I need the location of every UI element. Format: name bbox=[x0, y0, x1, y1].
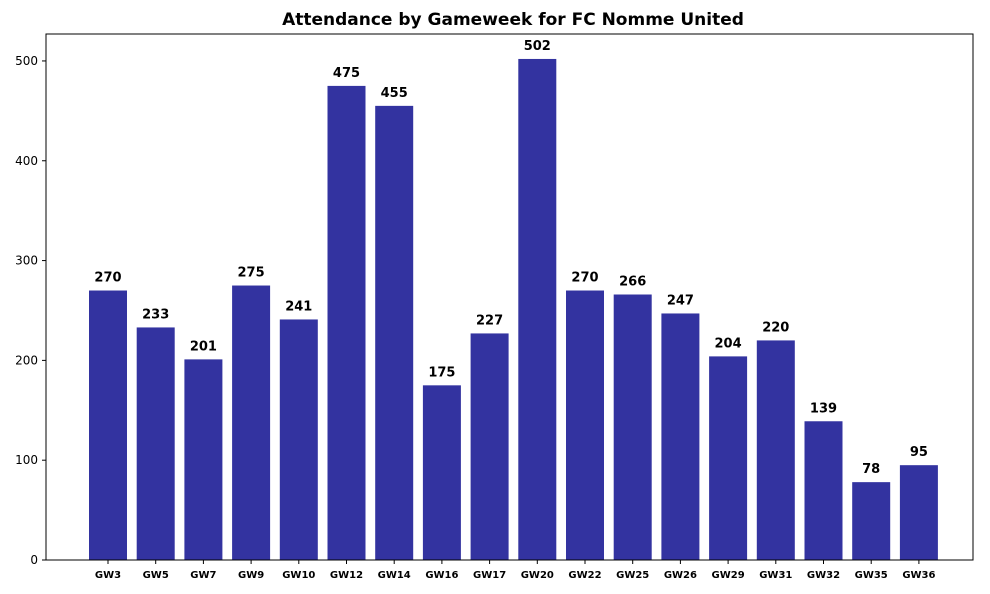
x-tick-label-gw17: GW17 bbox=[473, 570, 506, 581]
bar-gw20 bbox=[518, 58, 557, 560]
y-tick-label: 400 bbox=[15, 154, 38, 168]
value-label-gw20: 502 bbox=[524, 39, 551, 54]
value-label-gw16: 175 bbox=[428, 365, 455, 380]
bar-gw16 bbox=[422, 385, 461, 560]
value-label-gw7: 201 bbox=[190, 339, 217, 354]
bars-layer: 270 233 201 275 241 475 455 175 227 502 270 266 247 2… bbox=[89, 39, 938, 561]
x-tick-label-gw29: GW29 bbox=[712, 570, 745, 581]
bar-gw36 bbox=[899, 465, 938, 560]
x-tick-label-gw5: GW5 bbox=[143, 570, 169, 581]
y-tick-label: 200 bbox=[15, 353, 38, 367]
x-tick-label-gw26: GW26 bbox=[664, 570, 697, 581]
value-label-gw22: 270 bbox=[571, 271, 598, 286]
bar-gw25 bbox=[613, 294, 652, 560]
x-tick-label-gw3: GW3 bbox=[95, 570, 121, 581]
value-label-gw25: 266 bbox=[619, 275, 646, 290]
bar-gw31 bbox=[756, 340, 795, 560]
x-tick-label-gw16: GW16 bbox=[425, 570, 458, 581]
y-tick-label: 100 bbox=[15, 453, 38, 467]
x-tick-label-gw22: GW22 bbox=[568, 570, 601, 581]
bar-gw29 bbox=[709, 356, 748, 560]
bar-gw32 bbox=[804, 421, 843, 560]
axes-layer: GW3 GW5 GW7 GW9 GW10 GW12 GW14 GW16 GW17 GW20 GW22… bbox=[15, 33, 974, 581]
x-tick-label-gw14: GW14 bbox=[378, 570, 411, 581]
value-label-gw3: 270 bbox=[94, 271, 121, 286]
y-tick-label: 0 bbox=[30, 553, 38, 567]
value-label-gw32: 139 bbox=[810, 401, 837, 416]
value-label-gw36: 95 bbox=[910, 445, 928, 460]
x-tick-label-gw32: GW32 bbox=[807, 570, 840, 581]
x-tick-label-gw12: GW12 bbox=[330, 570, 363, 581]
value-label-gw5: 233 bbox=[142, 307, 169, 322]
value-label-gw9: 275 bbox=[238, 266, 265, 281]
bar-gw17 bbox=[470, 333, 509, 560]
plot-frame bbox=[45, 33, 974, 561]
x-tick-label-gw9: GW9 bbox=[238, 570, 264, 581]
bar-gw10 bbox=[279, 319, 318, 560]
bar-gw7 bbox=[184, 359, 223, 560]
x-tick-label-gw36: GW36 bbox=[902, 570, 935, 581]
y-tick-label: 500 bbox=[15, 54, 38, 68]
value-label-gw26: 247 bbox=[667, 293, 694, 308]
x-tick-label-gw31: GW31 bbox=[759, 570, 792, 581]
chart-title: Attendance by Gameweek for FC Nomme Unit… bbox=[282, 10, 744, 30]
value-label-gw29: 204 bbox=[715, 336, 742, 351]
value-label-gw10: 241 bbox=[285, 299, 312, 314]
x-tick-label-gw10: GW10 bbox=[282, 570, 315, 581]
bar-gw35 bbox=[852, 482, 891, 560]
bar-gw3 bbox=[89, 290, 127, 560]
value-label-gw12: 475 bbox=[333, 66, 360, 81]
y-tick-label: 300 bbox=[15, 254, 38, 268]
x-tick-label-gw25: GW25 bbox=[616, 570, 649, 581]
x-tick-label-gw35: GW35 bbox=[855, 570, 888, 581]
bar-gw22 bbox=[566, 290, 604, 560]
x-tick-label-gw7: GW7 bbox=[190, 570, 216, 581]
bar-gw14 bbox=[375, 105, 414, 561]
value-label-gw17: 227 bbox=[476, 313, 503, 328]
value-label-gw31: 220 bbox=[762, 320, 789, 335]
bar-gw12 bbox=[327, 85, 366, 560]
value-label-gw35: 78 bbox=[862, 462, 880, 477]
bar-gw26 bbox=[661, 313, 700, 560]
value-label-gw14: 455 bbox=[381, 86, 408, 101]
x-tick-label-gw20: GW20 bbox=[521, 570, 554, 581]
bar-gw9 bbox=[232, 285, 271, 560]
bar-gw5 bbox=[136, 327, 175, 560]
